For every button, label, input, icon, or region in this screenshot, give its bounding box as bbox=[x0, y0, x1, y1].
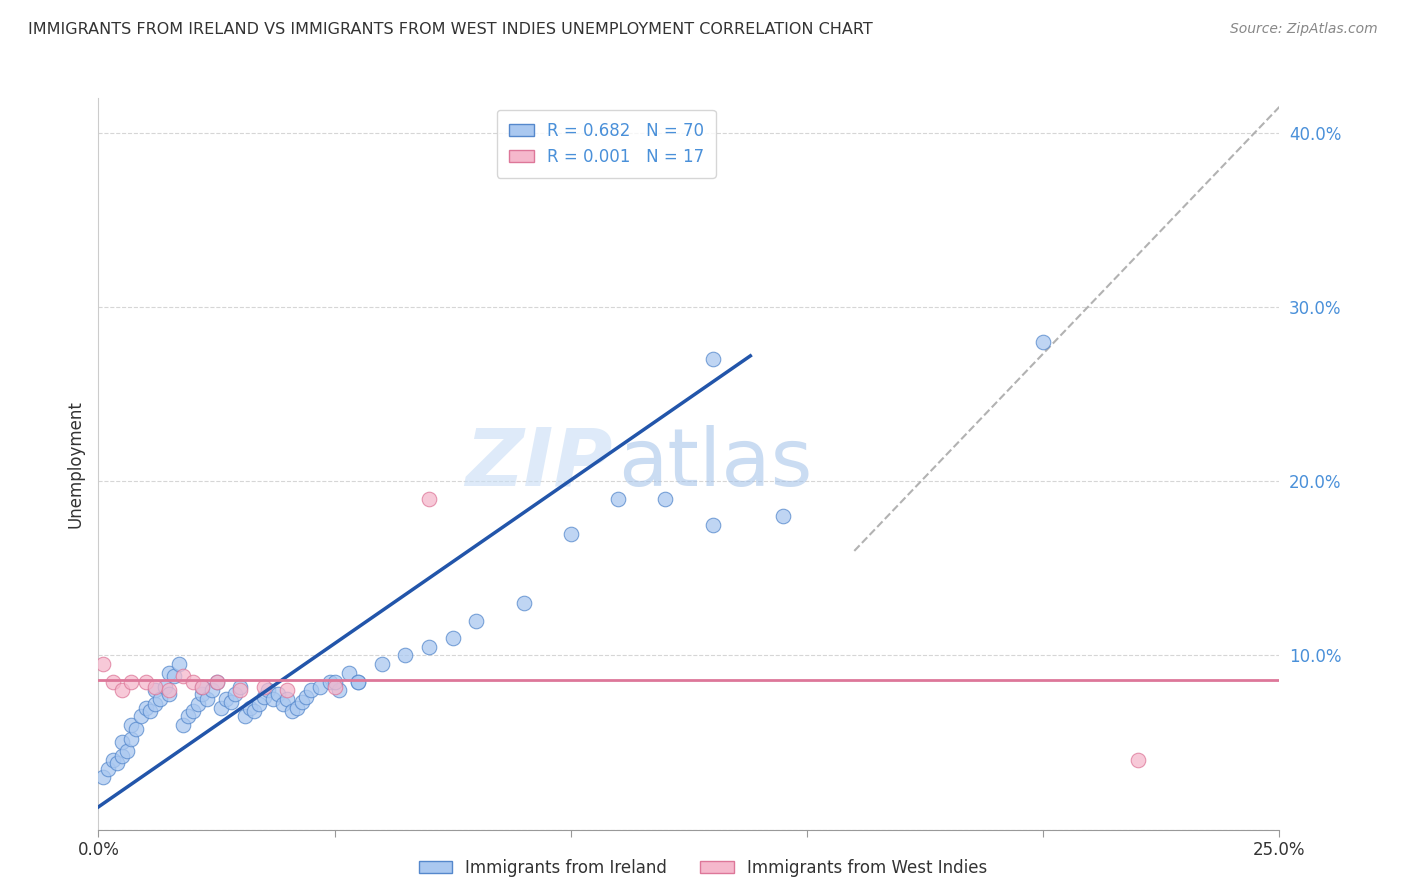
Point bbox=[191, 680, 214, 694]
Point bbox=[323, 674, 346, 689]
Point bbox=[607, 491, 630, 506]
Point bbox=[418, 491, 440, 506]
Point bbox=[187, 697, 209, 711]
Text: ZIP: ZIP bbox=[465, 425, 612, 503]
Point bbox=[167, 657, 190, 672]
Point bbox=[654, 491, 676, 506]
Point bbox=[195, 692, 218, 706]
Point bbox=[299, 683, 322, 698]
Point bbox=[309, 680, 332, 694]
Point bbox=[1126, 753, 1149, 767]
Point bbox=[143, 683, 166, 698]
Point bbox=[129, 709, 152, 723]
Point bbox=[347, 674, 370, 689]
Point bbox=[239, 700, 262, 714]
Point bbox=[219, 695, 242, 709]
Point bbox=[111, 749, 134, 764]
Point bbox=[111, 735, 134, 749]
Legend: R = 0.682   N = 70, R = 0.001   N = 17: R = 0.682 N = 70, R = 0.001 N = 17 bbox=[496, 110, 716, 178]
Point bbox=[253, 680, 276, 694]
Point bbox=[157, 683, 180, 698]
Point bbox=[233, 709, 256, 723]
Point bbox=[702, 517, 724, 532]
Point bbox=[111, 683, 134, 698]
Point bbox=[101, 674, 124, 689]
Point bbox=[290, 695, 312, 709]
Point bbox=[135, 700, 157, 714]
Point bbox=[295, 690, 318, 705]
Point bbox=[115, 744, 138, 758]
Point bbox=[157, 665, 180, 680]
Point bbox=[157, 687, 180, 701]
Point bbox=[125, 722, 148, 736]
Point bbox=[267, 687, 290, 701]
Point bbox=[276, 692, 298, 706]
Text: IMMIGRANTS FROM IRELAND VS IMMIGRANTS FROM WEST INDIES UNEMPLOYMENT CORRELATION : IMMIGRANTS FROM IRELAND VS IMMIGRANTS FR… bbox=[28, 22, 873, 37]
Point bbox=[105, 756, 128, 771]
Point bbox=[271, 697, 294, 711]
Point bbox=[1032, 334, 1054, 349]
Point bbox=[281, 704, 304, 718]
Point bbox=[181, 704, 204, 718]
Point bbox=[201, 683, 224, 698]
Point bbox=[143, 680, 166, 694]
Point bbox=[172, 669, 194, 683]
Point bbox=[229, 680, 252, 694]
Point bbox=[121, 674, 143, 689]
Point bbox=[276, 683, 298, 698]
Point bbox=[97, 762, 120, 776]
Point bbox=[121, 718, 143, 732]
Point bbox=[163, 669, 186, 683]
Point bbox=[243, 704, 266, 718]
Legend: Immigrants from Ireland, Immigrants from West Indies: Immigrants from Ireland, Immigrants from… bbox=[412, 853, 994, 884]
Point bbox=[177, 709, 200, 723]
Point bbox=[319, 674, 342, 689]
Point bbox=[91, 770, 114, 784]
Y-axis label: Unemployment: Unemployment bbox=[66, 400, 84, 528]
Point bbox=[224, 687, 246, 701]
Point bbox=[229, 683, 252, 698]
Text: Source: ZipAtlas.com: Source: ZipAtlas.com bbox=[1230, 22, 1378, 37]
Point bbox=[328, 683, 350, 698]
Point bbox=[285, 700, 308, 714]
Point bbox=[441, 631, 464, 645]
Text: atlas: atlas bbox=[619, 425, 813, 503]
Point bbox=[347, 674, 370, 689]
Point bbox=[205, 674, 228, 689]
Point bbox=[191, 687, 214, 701]
Point bbox=[172, 718, 194, 732]
Point bbox=[143, 697, 166, 711]
Point bbox=[394, 648, 416, 663]
Point bbox=[181, 674, 204, 689]
Point bbox=[247, 697, 270, 711]
Point bbox=[205, 674, 228, 689]
Point bbox=[702, 352, 724, 367]
Point bbox=[257, 683, 280, 698]
Point bbox=[91, 657, 114, 672]
Point bbox=[139, 704, 162, 718]
Point bbox=[149, 692, 172, 706]
Point bbox=[135, 674, 157, 689]
Point bbox=[371, 657, 394, 672]
Point bbox=[253, 690, 276, 705]
Point bbox=[209, 700, 232, 714]
Point bbox=[323, 680, 346, 694]
Point bbox=[418, 640, 440, 654]
Point bbox=[337, 665, 360, 680]
Point bbox=[512, 596, 534, 610]
Point bbox=[262, 692, 284, 706]
Point bbox=[101, 753, 124, 767]
Point bbox=[215, 692, 238, 706]
Point bbox=[560, 526, 582, 541]
Point bbox=[191, 680, 214, 694]
Point bbox=[153, 680, 176, 694]
Point bbox=[465, 614, 488, 628]
Point bbox=[772, 509, 794, 524]
Point bbox=[121, 731, 143, 746]
